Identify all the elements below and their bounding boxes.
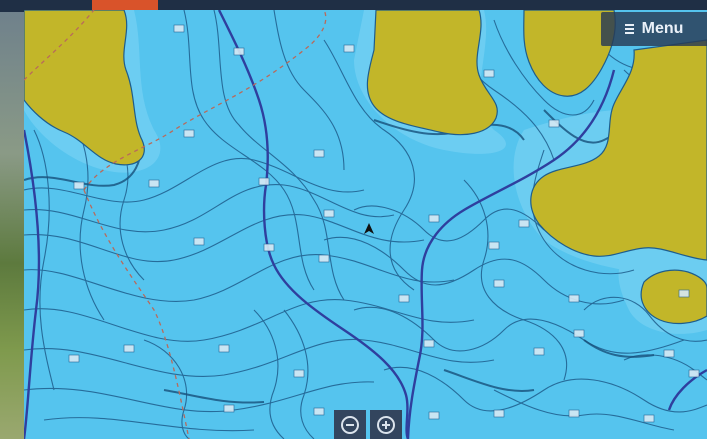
zoom-out-icon — [341, 415, 359, 434]
chart-map[interactable] — [24, 10, 707, 439]
boundary-lines — [24, 10, 327, 439]
land-masses — [24, 10, 707, 325]
top-tab-accent — [92, 0, 158, 12]
land-east — [530, 39, 707, 261]
menu-button-label: Menu — [641, 20, 684, 37]
background-photo-strip — [0, 0, 24, 439]
vessel-position-icon — [364, 223, 374, 234]
land-island-east — [640, 269, 707, 325]
zoom-in-icon — [377, 415, 395, 434]
navigation-channel — [24, 10, 707, 439]
zoom-controls — [334, 410, 402, 439]
map-canvas[interactable] — [24, 10, 707, 439]
zoom-in-button[interactable] — [370, 410, 402, 439]
land-north-center — [366, 10, 498, 136]
top-bar — [0, 0, 707, 12]
depth-labels — [68, 24, 700, 423]
hamburger-icon — [624, 24, 634, 34]
land-northwest — [24, 10, 145, 166]
menu-button[interactable]: Menu — [601, 12, 707, 46]
zoom-out-button[interactable] — [334, 410, 366, 439]
